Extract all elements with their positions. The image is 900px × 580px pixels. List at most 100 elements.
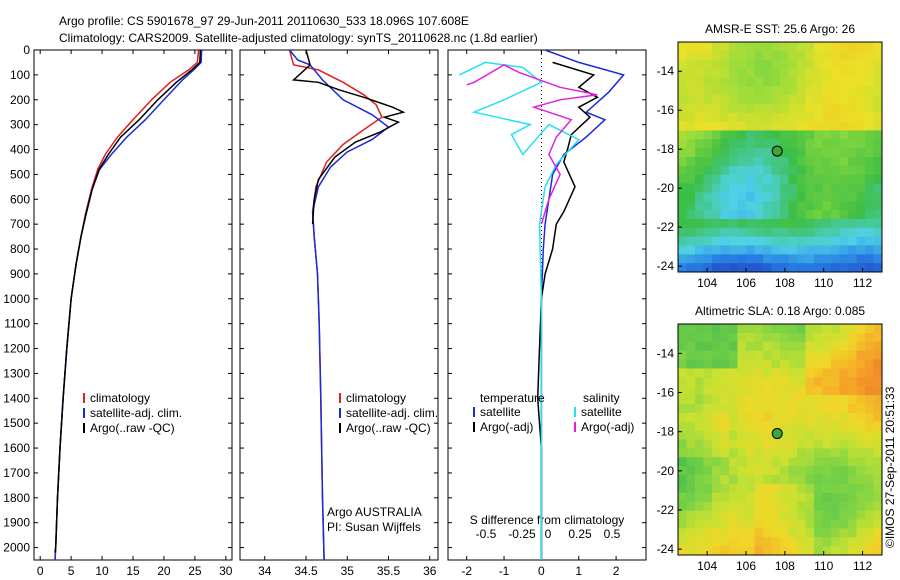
map-y-tick-label: -22 [657,503,675,517]
map-cell [686,139,696,149]
map-cell [754,483,764,494]
y-tick-label: 700 [10,217,30,231]
map-cell [805,412,815,423]
map-cell [746,103,756,114]
x-tick-label: 30 [219,564,233,578]
map-cell [814,501,824,512]
map-cell [703,95,713,105]
map-cell [720,537,730,547]
map-cell [754,368,764,378]
map-cell [686,86,696,96]
map-cell [686,254,696,264]
map-cell [797,254,807,264]
map-cell [780,50,790,61]
map-cell [678,386,688,396]
map-cell [746,218,756,229]
map-cell [814,475,824,485]
map-cell [737,201,747,211]
map-x-tick-label: 104 [697,559,717,573]
map-cell [695,457,705,467]
map-cell [805,95,815,105]
map-cell [805,139,815,149]
map-cell [856,466,866,476]
map-cell [873,528,882,538]
x-tick-label: -2 [461,564,472,578]
map-cell [856,377,866,387]
map-cell [686,546,696,555]
map-cell [805,157,815,167]
map-cell [839,324,849,334]
map-cell [848,492,858,503]
map-cell [763,121,773,132]
map-cell [780,537,790,547]
map-cell [720,421,730,432]
map-cell [873,263,882,272]
map-cell [695,412,705,423]
secondary-x-tick-label: 0 [545,527,552,541]
map-cell [814,359,824,370]
map-cell [695,121,705,132]
figure-title: Argo profile: CS 5901678_97 29-Jun-2011 … [59,14,469,28]
map-cell [729,510,739,521]
map-cell [848,377,858,387]
map-cell [873,42,882,52]
map-cell [763,42,773,52]
map-cell [695,466,705,476]
map-cell [703,42,713,52]
map-cell [678,439,688,449]
map-cell [763,68,773,78]
map-cell [720,439,730,449]
map-cell [712,201,722,211]
y-tick-label: 2000 [3,541,30,555]
map-cell [754,537,764,547]
map-cell [703,218,713,229]
map-cell [686,430,696,441]
map-cell [865,475,875,485]
map-cell [712,332,722,343]
map-cell [805,245,815,255]
map-cell [763,537,773,547]
map-cell [831,368,841,378]
map-cell [763,254,773,264]
map-cell [797,112,807,123]
map-cell [703,68,713,78]
map-cell [720,183,730,193]
map-cell [873,457,882,467]
map-cell [814,457,824,467]
map-cell [797,350,807,361]
map-cell [754,201,764,211]
map-cell [780,201,790,211]
map-cell [678,42,688,52]
map-cell [703,368,713,378]
map-cell [763,192,773,202]
map-cell [856,130,866,140]
map-cell [703,157,713,167]
map-cell [788,183,798,193]
map-x-tick-label: 106 [736,559,756,573]
map-cell [814,412,824,423]
map-cell [848,121,858,132]
map-cell [737,510,747,521]
map-cell [856,183,866,193]
map-cell [763,368,773,378]
map-cell [788,519,798,529]
map-cell [763,50,773,61]
map-cell [737,475,747,485]
map-cell [729,546,739,555]
map-cell [686,174,696,185]
map-cell [848,546,858,555]
map-cell [695,192,705,202]
map-cell [780,183,790,193]
map-cell [737,50,747,61]
map-cell [746,148,756,158]
map-cell [737,501,747,512]
map-cell [686,492,696,503]
map-cell [686,50,696,61]
map-cell [746,341,756,352]
x-tick-label: 34 [258,564,272,578]
map-cell [831,42,841,52]
map-cell [712,519,722,529]
map-cell [873,201,882,211]
map-cell [805,368,815,378]
map-cell [805,492,815,503]
